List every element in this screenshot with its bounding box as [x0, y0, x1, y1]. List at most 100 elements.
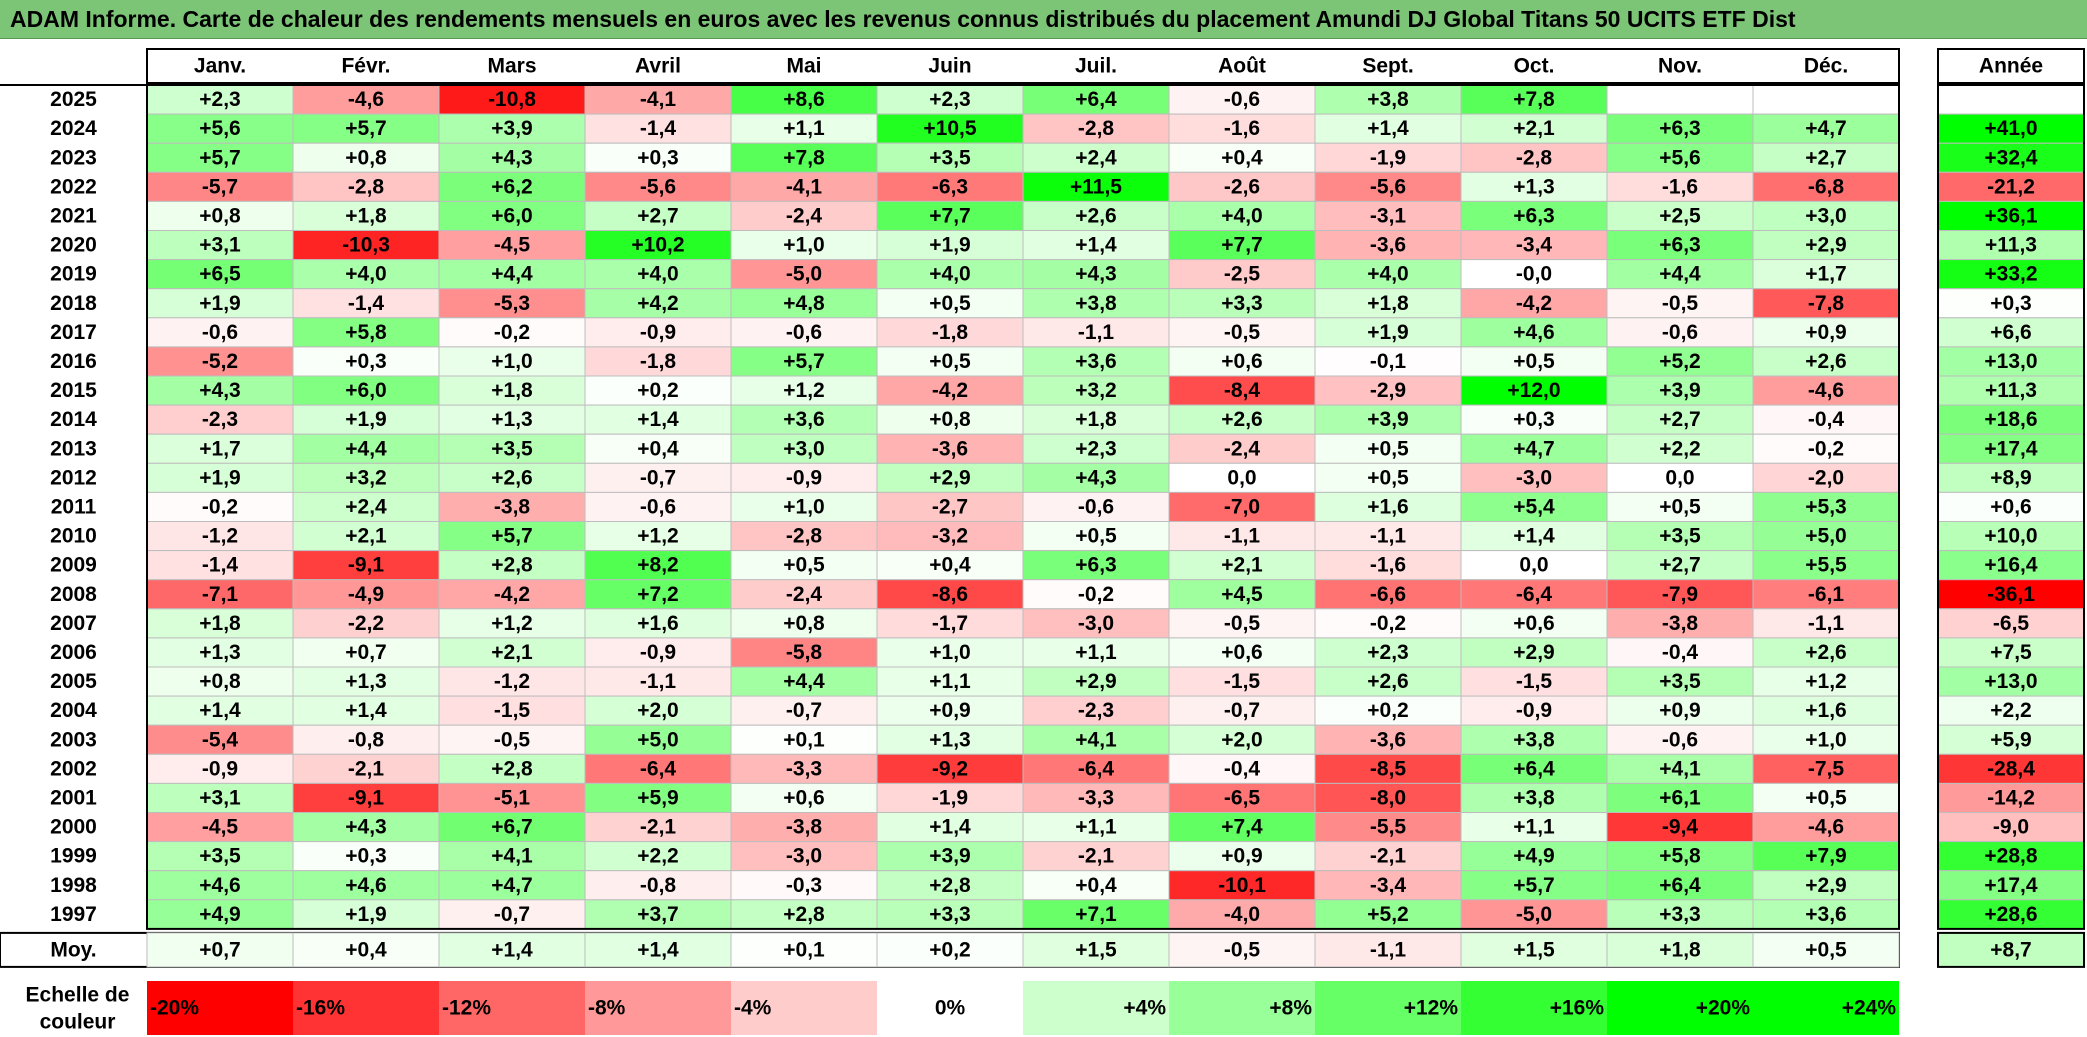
heatmap-cell — [1022, 724, 1170, 755]
row-year-label: 2019 — [50, 263, 97, 286]
cell-value: -2,8 — [1516, 146, 1553, 169]
cell-value: +1,1 — [1075, 641, 1117, 664]
cell-value: +3,0 — [1805, 204, 1846, 227]
cell-value: -1,4 — [348, 292, 385, 315]
heatmap-cell — [1460, 579, 1608, 610]
scale-step-label: +16% — [1550, 997, 1605, 1020]
cell-value: -0,6 — [786, 321, 822, 344]
scale-swatch — [147, 981, 293, 1035]
cell-value: +4,4 — [783, 670, 825, 693]
cell-value: +3,3 — [1659, 903, 1700, 926]
cell-value: +1,3 — [345, 670, 386, 693]
annual-frame — [1937, 84, 2085, 930]
heatmap-cell — [730, 899, 878, 930]
month-header-3: Mars — [487, 55, 536, 78]
cell-value: +4,1 — [1659, 757, 1701, 780]
heatmap-cell — [584, 608, 732, 639]
cell-value: -0,4 — [1662, 641, 1699, 664]
cell-value: +8,6 — [783, 88, 824, 111]
cell-value: +2,2 — [637, 845, 678, 868]
heatmap-cell — [1752, 724, 1900, 755]
cell-value: -0,5 — [1224, 612, 1261, 635]
heatmap-cell — [1460, 899, 1608, 930]
average-cell — [292, 932, 440, 968]
cell-value: -4,0 — [1224, 903, 1260, 926]
average-value: +1,8 — [1659, 938, 1701, 961]
heatmap-cell — [438, 637, 586, 668]
cell-value: -3,6 — [932, 437, 968, 460]
cell-value: +6,3 — [1075, 554, 1116, 577]
cell-value: +2,8 — [491, 554, 533, 577]
cell-value: +2,4 — [1075, 146, 1117, 169]
cell-value: -10,3 — [342, 234, 390, 257]
cell-value: +2,9 — [1805, 874, 1846, 897]
cell-value: +3,6 — [1805, 903, 1846, 926]
cell-value: +0,5 — [1075, 525, 1117, 548]
scale-step-label: -16% — [296, 997, 345, 1020]
cell-value: +3,0 — [783, 437, 824, 460]
heatmap-cell — [1314, 491, 1462, 522]
cell-value: +6,3 — [1659, 234, 1700, 257]
cell-value: -0,5 — [1662, 292, 1699, 315]
cell-value: -0,8 — [640, 874, 677, 897]
cell-value: +2,7 — [637, 204, 678, 227]
heatmap-cell — [1460, 608, 1608, 639]
cell-value: -4,9 — [348, 583, 384, 606]
heatmap-cell — [584, 433, 732, 464]
cell-value: +4,7 — [1805, 117, 1846, 140]
cell-value: -2,0 — [1808, 466, 1844, 489]
heatmap-cell — [1460, 259, 1608, 290]
cell-value: -2,4 — [786, 583, 823, 606]
heatmap-cell — [1314, 550, 1462, 581]
cell-value: -1,1 — [1078, 321, 1115, 344]
cell-value: -0,3 — [786, 874, 822, 897]
average-cell — [1314, 932, 1462, 968]
heatmap-cell — [292, 200, 440, 231]
cell-value: +0,9 — [1221, 845, 1262, 868]
cell-value: +6,4 — [1513, 757, 1555, 780]
heatmap-cell — [292, 841, 440, 872]
cell-value: +3,2 — [345, 466, 386, 489]
heatmap-cell — [876, 753, 1024, 784]
cell-value: +1,2 — [1805, 670, 1846, 693]
heatmap-cell — [292, 142, 440, 173]
heatmap-cell — [584, 782, 732, 814]
heatmap-cell — [1022, 230, 1170, 261]
annual-value: +28,6 — [1984, 903, 2037, 926]
cell-value: +1,8 — [491, 379, 533, 402]
heatmap-cell — [584, 724, 732, 755]
cell-value: +2,8 — [783, 903, 825, 926]
cell-value: -4,2 — [1516, 292, 1552, 315]
cell-value: +3,1 — [199, 786, 241, 809]
cell-value: -2,3 — [202, 408, 238, 431]
cell-value: +6,3 — [1513, 204, 1554, 227]
cell-value: +0,5 — [1659, 495, 1701, 518]
cell-value: -9,4 — [1662, 816, 1699, 839]
scale-step-label: +4% — [1123, 997, 1166, 1020]
heatmap-cell — [730, 288, 878, 319]
cell-value: +0,5 — [1367, 466, 1409, 489]
cell-value: -5,1 — [494, 786, 531, 809]
heatmap-cell — [146, 666, 294, 697]
heatmap-cell — [1460, 666, 1608, 697]
cell-value: +4,2 — [637, 292, 678, 315]
heatmap-cell — [584, 171, 732, 202]
heatmap-cell — [584, 113, 732, 144]
cell-value: +3,9 — [1659, 379, 1700, 402]
average-label: Moy. — [50, 938, 96, 961]
heatmap-cell — [292, 550, 440, 581]
cell-value: +2,1 — [491, 641, 533, 664]
heatmap-cell — [584, 753, 732, 784]
cell-value: +4,0 — [929, 263, 970, 286]
cell-value: +0,9 — [1659, 699, 1700, 722]
heatmap-cell — [1168, 637, 1316, 668]
heatmap-cell — [1168, 841, 1316, 872]
heatmap-cell — [584, 404, 732, 435]
month-header-4: Avril — [635, 55, 681, 78]
cell-value: +6,2 — [491, 175, 532, 198]
cell-value: +5,6 — [1659, 146, 1700, 169]
cell-value: +0,4 — [637, 437, 679, 460]
cell-value: -6,6 — [1370, 583, 1406, 606]
cell-value: -4,5 — [202, 816, 239, 839]
heatmap-cell — [1314, 259, 1462, 290]
